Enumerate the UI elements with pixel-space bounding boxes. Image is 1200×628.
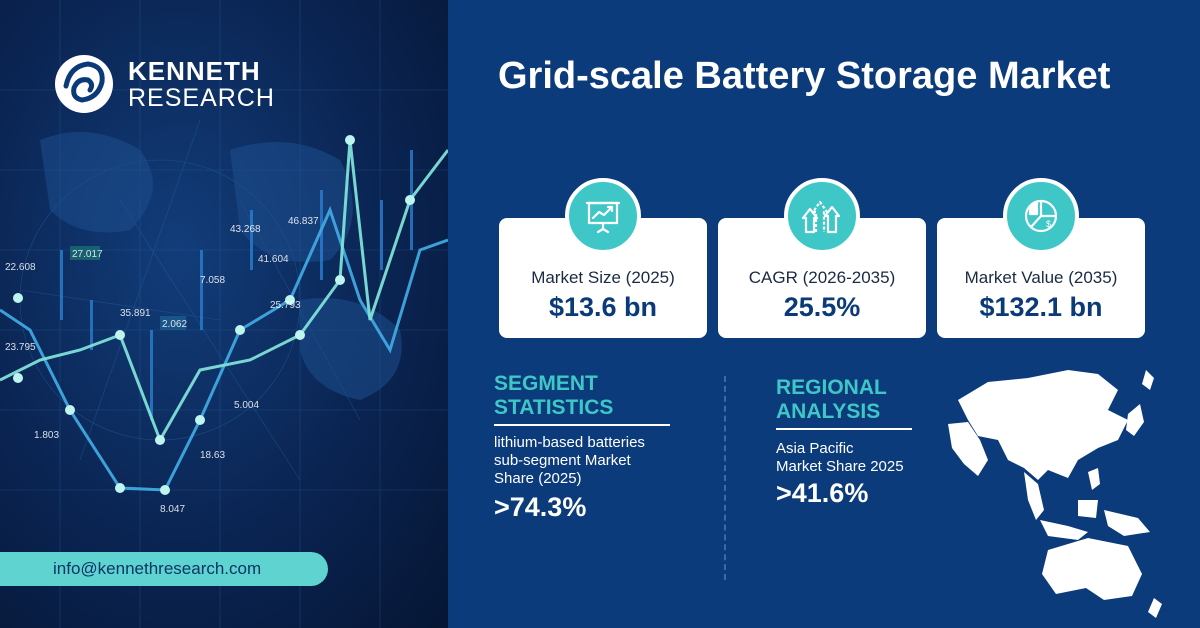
segment-heading: SEGMENT STATISTICS — [494, 372, 613, 420]
asia-pacific-map-icon — [948, 370, 1162, 618]
logo-name-line2: RESEARCH — [128, 83, 275, 112]
stat-value: $13.6 bn — [548, 292, 658, 322]
regional-desc-line2: Market Share 2025 — [776, 458, 904, 475]
pie-chart-dollar-icon: $ — [1003, 178, 1079, 254]
regional-heading: REGIONAL ANALYSIS — [776, 376, 887, 424]
regional-description: Asia Pacific Market Share 2025 — [776, 440, 904, 476]
logo-name-line1: KENNETH — [128, 55, 261, 86]
chart-label: 2.062 — [162, 319, 187, 330]
chart-label: 46.837 — [288, 216, 319, 227]
chart-label: 5.004 — [234, 400, 259, 411]
segment-desc-line1: lithium-based batteries — [494, 434, 645, 451]
stat-label: Market Value (2035) — [964, 268, 1118, 287]
segment-description: lithium-based batteries sub-segment Mark… — [494, 434, 645, 488]
chart-label: 7.058 — [200, 275, 225, 286]
logo-mark-icon — [55, 55, 113, 113]
chart-label: 23.795 — [5, 342, 36, 353]
chart-label: 27.017 — [72, 249, 103, 260]
stat-value: 25.5% — [783, 292, 861, 322]
stat-card-cagr: CAGR (2026-2035) 25.5% — [718, 218, 926, 338]
segment-rule — [494, 424, 670, 426]
hero-image-panel: 22.608 27.017 23.795 35.891 1.803 2.062 … — [0, 0, 448, 628]
stat-value: $132.1 bn — [979, 292, 1103, 322]
chart-label: 8.047 — [160, 504, 185, 515]
svg-text:$: $ — [1046, 219, 1051, 229]
presentation-chart-icon — [565, 178, 641, 254]
section-divider — [724, 376, 726, 580]
segment-value: >74.3% — [494, 492, 587, 522]
chart-label: 35.891 — [120, 308, 151, 319]
segment-desc-line2: sub-segment Market — [494, 452, 631, 469]
kenneth-research-logo: KENNETH RESEARCH — [52, 52, 275, 116]
regional-desc-line1: Asia Pacific — [776, 440, 854, 457]
chart-label: 25.793 — [270, 300, 301, 311]
page-title: Grid-scale Battery Storage Market — [498, 55, 1111, 97]
financial-chart-background: 22.608 27.017 23.795 35.891 1.803 2.062 … — [0, 0, 448, 628]
stat-label: CAGR (2026-2035) — [748, 268, 896, 287]
chart-label: 1.803 — [34, 430, 59, 441]
segment-heading-line1: SEGMENT — [494, 372, 598, 395]
regional-heading-line2: ANALYSIS — [776, 400, 881, 423]
chart-label: 18.63 — [200, 450, 225, 461]
contact-email[interactable]: info@kennethresearch.com — [0, 552, 328, 586]
chart-label: 22.608 — [5, 262, 36, 273]
regional-value: >41.6% — [776, 478, 869, 508]
regional-rule — [776, 428, 912, 430]
stat-label: Market Size (2025) — [531, 268, 675, 287]
chart-label: 41.604 — [258, 254, 289, 265]
growth-arrows-icon — [784, 178, 860, 254]
segment-heading-line2: STATISTICS — [494, 396, 614, 419]
segment-desc-line3: Share (2025) — [494, 470, 582, 487]
regional-heading-line1: REGIONAL — [776, 376, 887, 399]
content-panel: Grid-scale Battery Storage Market Market… — [448, 0, 1200, 628]
chart-label: 43.268 — [230, 224, 261, 235]
